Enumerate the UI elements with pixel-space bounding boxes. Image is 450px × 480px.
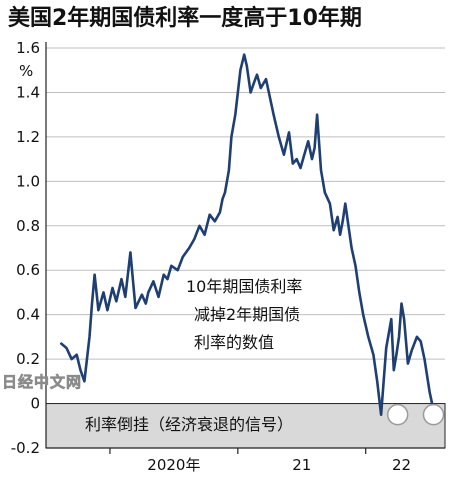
y-tick-label: 0.8 — [16, 217, 40, 235]
annotation-line-1: 10年期国债利率 — [186, 277, 302, 296]
x-tick-label: 21 — [292, 456, 311, 474]
y-tick-label: 1.6 — [16, 39, 40, 57]
annotation-line-2: 减掉2年期国债 — [194, 305, 300, 324]
y-tick-label: -0.2 — [11, 439, 40, 457]
inversion-band — [45, 403, 446, 449]
watermark-logo: 日经中文网 — [2, 373, 82, 391]
y-tick-label: 1.0 — [16, 172, 40, 190]
inversion-marker — [386, 403, 409, 426]
y-tick-label: 1.4 — [16, 83, 40, 101]
y-tick-label: 0.2 — [16, 350, 40, 368]
x-tick-label: 22 — [392, 456, 411, 474]
series-line — [59, 53, 435, 417]
x-tick-label: 2020年 — [147, 456, 200, 474]
y-tick-label: 0.6 — [16, 261, 40, 279]
annotation-line-3: 利率的数值 — [194, 333, 274, 352]
y-tick-label: 0 — [30, 395, 40, 413]
inversion-marker — [422, 403, 445, 426]
y-tick-label: 1.2 — [16, 128, 40, 146]
inversion-band-label: 利率倒挂（经济衰退的信号） — [85, 415, 293, 434]
chart-title: 美国2年期国债利率一度高于10年期 — [8, 5, 362, 31]
y-unit-label: % — [19, 62, 33, 80]
y-tick-label: 0.4 — [16, 306, 40, 324]
